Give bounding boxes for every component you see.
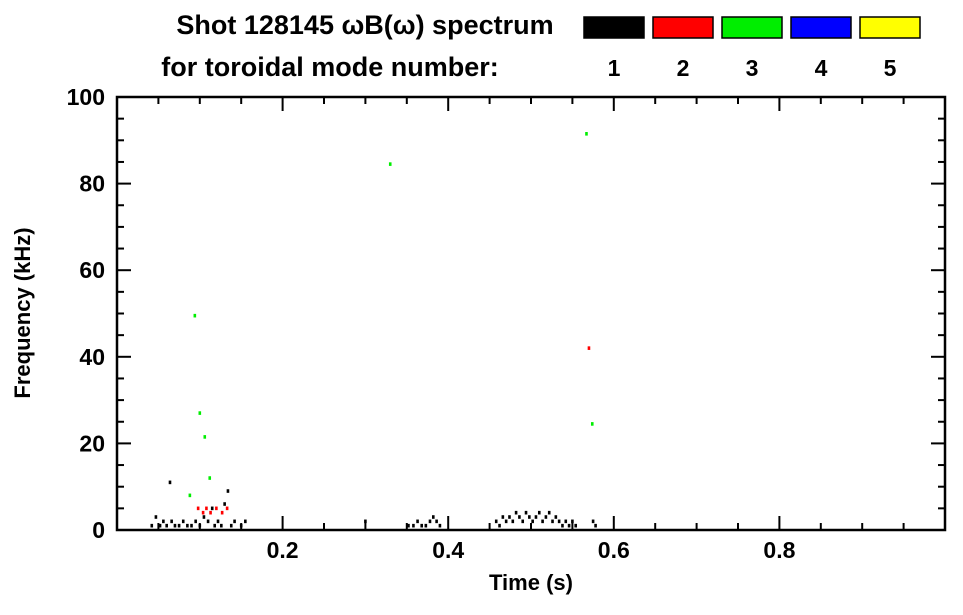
svg-text:100: 100 — [67, 84, 105, 110]
legend-label-mode-2: 2 — [677, 55, 690, 81]
data-points-mode-1 — [150, 480, 597, 528]
svg-text:0.4: 0.4 — [432, 537, 464, 563]
legend-swatch-mode-1 — [583, 16, 645, 39]
chart-title-line2: for toroidal mode number: — [161, 52, 499, 82]
legend: 1 2 3 4 5 — [583, 16, 921, 81]
legend-label-mode-3: 3 — [746, 55, 759, 81]
legend-swatch-mode-2 — [652, 16, 714, 39]
x-axis-label: Time (s) — [489, 570, 573, 595]
data-points-mode-3 — [188, 132, 594, 498]
svg-text:80: 80 — [79, 171, 105, 197]
tick-labels: 0.2 0.4 0.6 0.8 0 20 40 60 80 100 — [67, 84, 796, 563]
svg-text:0.2: 0.2 — [267, 537, 299, 563]
data-points-mode-2 — [196, 346, 591, 515]
svg-text:0: 0 — [92, 517, 105, 543]
legend-label-mode-4: 4 — [815, 55, 828, 81]
svg-text:0.8: 0.8 — [763, 537, 795, 563]
legend-swatch-mode-5 — [859, 16, 921, 39]
legend-label-mode-1: 1 — [608, 55, 621, 81]
y-axis-label: Frequency (kHz) — [10, 227, 35, 398]
legend-label-mode-5: 5 — [884, 55, 897, 81]
svg-text:20: 20 — [79, 430, 105, 456]
chart-title-line1: Shot 128145 ωB(ω) spectrum — [176, 10, 553, 40]
svg-text:60: 60 — [79, 257, 105, 283]
legend-swatch-mode-3 — [721, 16, 783, 39]
svg-text:40: 40 — [79, 344, 105, 370]
svg-text:0.6: 0.6 — [598, 537, 630, 563]
axes — [115, 95, 947, 532]
legend-swatch-mode-4 — [790, 16, 852, 39]
